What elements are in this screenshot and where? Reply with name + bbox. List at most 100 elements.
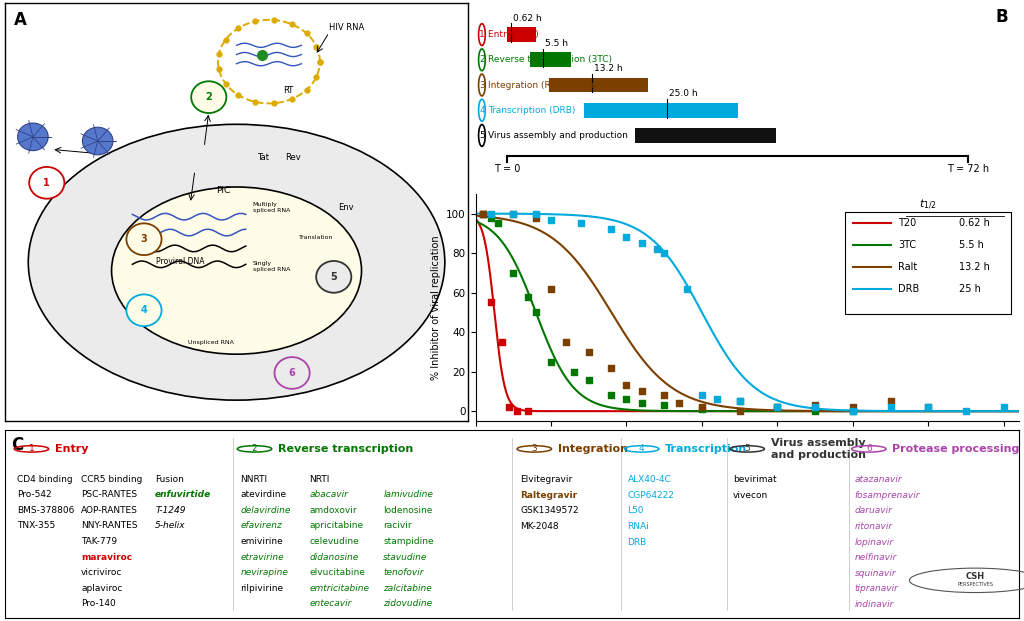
Point xyxy=(489,219,506,229)
Text: abacavir: abacavir xyxy=(309,490,348,499)
Text: 3: 3 xyxy=(140,234,147,244)
Y-axis label: % Inhibitor of viral replication: % Inhibitor of viral replication xyxy=(431,235,440,379)
Text: 13.2 h: 13.2 h xyxy=(958,262,989,272)
Point xyxy=(603,391,620,401)
Point xyxy=(494,337,510,347)
Text: 5: 5 xyxy=(331,272,337,282)
Point xyxy=(618,381,635,391)
Text: 6: 6 xyxy=(866,445,871,453)
Text: atevirdine: atevirdine xyxy=(241,490,287,499)
Text: maraviroc: maraviroc xyxy=(81,553,132,561)
Text: 4: 4 xyxy=(479,106,484,115)
Circle shape xyxy=(191,81,226,113)
Text: 5: 5 xyxy=(479,131,484,140)
Text: TAK-779: TAK-779 xyxy=(81,537,118,546)
Bar xyxy=(508,27,537,42)
Text: racivir: racivir xyxy=(383,522,412,530)
Text: emtricitabine: emtricitabine xyxy=(309,584,370,592)
Point xyxy=(883,402,899,412)
Text: 4: 4 xyxy=(140,306,147,315)
Text: nelfinavir: nelfinavir xyxy=(855,553,897,562)
Text: C: C xyxy=(11,436,24,454)
FancyBboxPatch shape xyxy=(845,212,1012,314)
Text: celevudine: celevudine xyxy=(309,537,359,546)
Text: delavirdine: delavirdine xyxy=(241,505,291,515)
Text: stavudine: stavudine xyxy=(383,553,428,561)
Point xyxy=(509,406,525,416)
Point xyxy=(995,402,1012,412)
Point xyxy=(581,347,597,357)
Text: Entry (T20): Entry (T20) xyxy=(487,30,539,39)
Text: CGP64222: CGP64222 xyxy=(628,491,675,500)
Bar xyxy=(529,52,571,67)
Point xyxy=(921,402,937,412)
Text: lodenosine: lodenosine xyxy=(383,505,432,515)
Point xyxy=(648,244,665,254)
Text: Raltegravir: Raltegravir xyxy=(520,491,578,500)
Circle shape xyxy=(126,224,162,255)
Text: didanosine: didanosine xyxy=(309,553,358,561)
Text: DRB: DRB xyxy=(628,538,647,546)
Text: DRB: DRB xyxy=(898,284,920,294)
Point xyxy=(527,212,544,222)
Point xyxy=(769,402,785,412)
Text: NNY-RANTES: NNY-RANTES xyxy=(81,522,137,530)
Point xyxy=(634,386,650,396)
Text: squinavir: squinavir xyxy=(855,569,896,578)
Point xyxy=(527,209,544,219)
Text: AOP-RANTES: AOP-RANTES xyxy=(81,505,138,515)
Point xyxy=(845,406,861,416)
Text: Transcription (DRB): Transcription (DRB) xyxy=(487,106,575,115)
Point xyxy=(505,209,521,219)
Point xyxy=(671,398,687,408)
Point xyxy=(502,402,518,412)
Text: 5.5 h: 5.5 h xyxy=(958,240,983,250)
Circle shape xyxy=(126,294,162,326)
Point xyxy=(845,406,861,416)
Text: GSK1349572: GSK1349572 xyxy=(520,506,579,515)
Text: efavirenz: efavirenz xyxy=(241,522,282,530)
Text: ALX40-4C: ALX40-4C xyxy=(628,475,672,484)
Text: RT: RT xyxy=(283,86,293,95)
Text: apricitabine: apricitabine xyxy=(309,522,364,530)
Point xyxy=(573,219,590,229)
Text: 5: 5 xyxy=(744,445,750,453)
Text: Pro-542: Pro-542 xyxy=(17,490,52,499)
Text: NNRTI: NNRTI xyxy=(241,475,267,484)
Text: Multiply
spliced RNA: Multiply spliced RNA xyxy=(253,202,290,213)
Text: emivirine: emivirine xyxy=(241,537,283,546)
Point xyxy=(921,402,937,412)
Bar xyxy=(549,78,648,93)
Circle shape xyxy=(82,127,113,155)
Point xyxy=(807,402,823,412)
Text: Rev: Rev xyxy=(285,153,301,162)
Text: 0.62 h: 0.62 h xyxy=(513,14,542,22)
Text: indinavir: indinavir xyxy=(855,600,894,609)
Text: atazanavir: atazanavir xyxy=(855,475,902,484)
Text: aplaviroc: aplaviroc xyxy=(81,584,123,592)
Text: L50: L50 xyxy=(628,506,644,515)
Point xyxy=(731,406,748,416)
Point xyxy=(883,396,899,406)
Point xyxy=(845,402,861,412)
Text: 6: 6 xyxy=(289,368,296,378)
Text: Fusion: Fusion xyxy=(156,475,184,484)
Point xyxy=(475,209,492,219)
Text: 5.5 h: 5.5 h xyxy=(545,39,567,48)
Text: Virus assembly and production: Virus assembly and production xyxy=(487,131,628,140)
Text: A: A xyxy=(14,11,28,29)
Text: Elvitegravir: Elvitegravir xyxy=(520,475,572,484)
Text: 25 h: 25 h xyxy=(958,284,980,294)
Text: entecavir: entecavir xyxy=(309,599,351,609)
Text: NRTI: NRTI xyxy=(309,475,330,484)
Text: Unspliced RNA: Unspliced RNA xyxy=(188,340,233,345)
Text: Reverse transcription (3TC): Reverse transcription (3TC) xyxy=(487,55,611,65)
Text: Proviral DNA: Proviral DNA xyxy=(156,257,204,266)
Text: TNX-355: TNX-355 xyxy=(17,522,55,530)
Point xyxy=(693,404,710,414)
Text: CCR5 binding: CCR5 binding xyxy=(81,475,142,484)
Point xyxy=(769,402,785,412)
Point xyxy=(693,402,710,412)
Point xyxy=(475,209,492,219)
Text: 1: 1 xyxy=(43,178,50,188)
